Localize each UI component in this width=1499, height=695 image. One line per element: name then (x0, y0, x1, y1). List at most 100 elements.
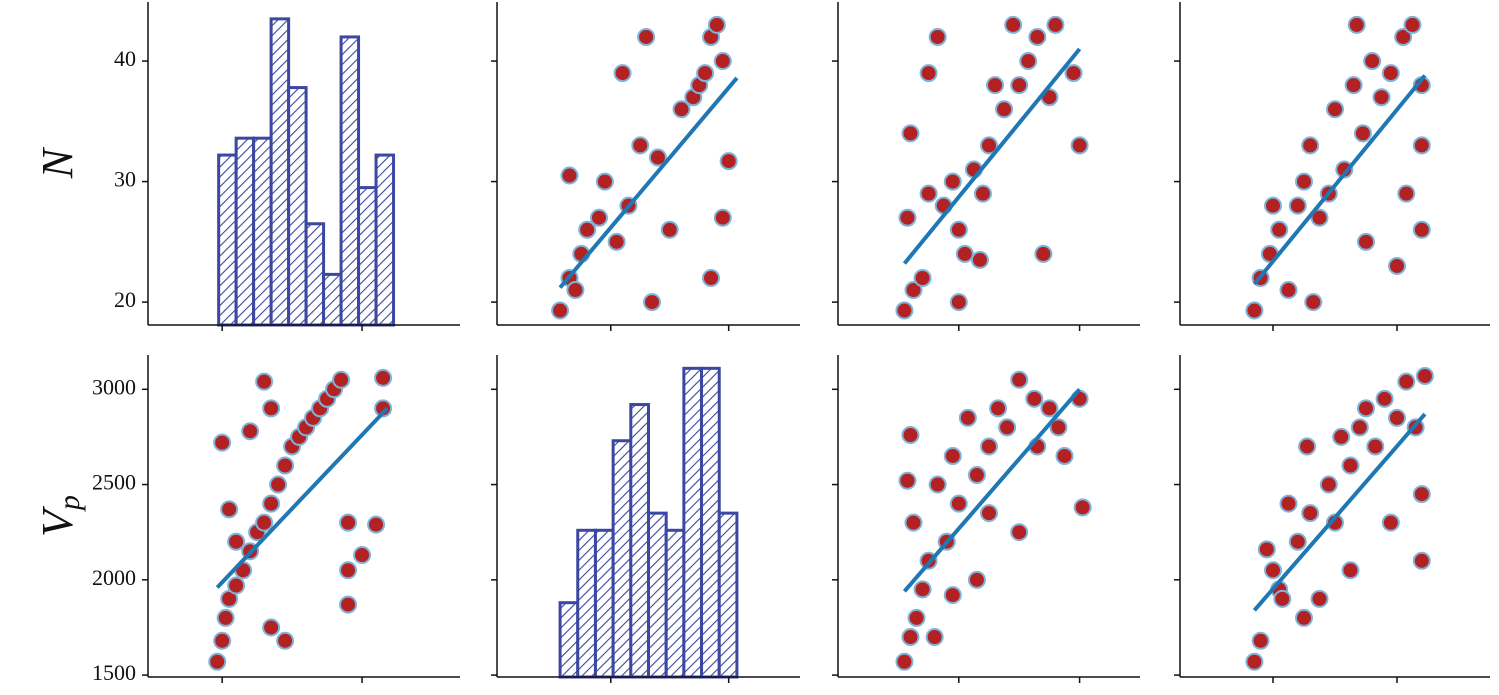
scatter-point (1397, 184, 1416, 203)
scatter-point (898, 208, 917, 227)
scatter-point (374, 368, 393, 387)
scatter-point (943, 172, 962, 191)
scatter-point (227, 576, 246, 595)
scatter-point (262, 399, 281, 418)
scatter-point (1412, 485, 1431, 504)
scatter-point (1332, 427, 1351, 446)
scatter-point (907, 608, 926, 627)
scatter-point (696, 64, 715, 83)
scatter-point (1295, 172, 1313, 191)
scatter-point (1363, 52, 1382, 71)
hist-bar (700, 366, 721, 679)
scatter-point (1301, 136, 1320, 155)
scatter-point (713, 52, 732, 71)
scatter-point (958, 408, 977, 427)
scatter-point (943, 446, 962, 465)
scatter-point (967, 466, 986, 485)
scatter-point (913, 580, 932, 599)
fit-line (1252, 412, 1427, 612)
hist-bar (647, 511, 668, 679)
hist-bar (682, 366, 704, 679)
scatter-point (1245, 301, 1264, 320)
scatter-point (995, 100, 1014, 119)
y-tick-label: 20 (114, 287, 136, 312)
scatter-point (216, 608, 235, 627)
scatter-point (1034, 244, 1053, 263)
scatter-point (1270, 220, 1289, 239)
scatter-point (1412, 220, 1431, 239)
panel (1174, 355, 1490, 683)
scatter-point (970, 250, 989, 269)
scatter-point (339, 513, 358, 532)
hist-bar (558, 601, 580, 679)
scatter-point (1257, 540, 1276, 559)
scatter-point (901, 124, 920, 143)
scatter-point (551, 301, 570, 320)
fit-line (1252, 74, 1427, 286)
scatter-point (262, 618, 281, 637)
scatter-point (1357, 399, 1375, 418)
scatter-point (578, 220, 597, 239)
scatter-point (213, 631, 232, 650)
fit-line (902, 47, 1082, 265)
scatter-point (1394, 27, 1413, 46)
scatter-point (1298, 437, 1317, 456)
scatter-point (262, 494, 281, 513)
hist-bar (593, 528, 615, 679)
scatter-point (1288, 532, 1307, 551)
hist-bar (629, 403, 651, 679)
y-label: N (33, 146, 82, 179)
scatter-point (901, 426, 920, 445)
scatter-point (1010, 523, 1029, 542)
scatter-point (1070, 136, 1089, 155)
scatter-point (967, 570, 986, 589)
scatter-point (1353, 124, 1372, 143)
scatter-point (1245, 652, 1264, 671)
scatter-point (1055, 446, 1074, 465)
scatter-point (332, 370, 351, 389)
scatter-point (943, 586, 962, 605)
scatter-point (1028, 27, 1047, 46)
scatter-point (631, 136, 650, 155)
y-tick-label: 30 (114, 167, 136, 192)
scatter-point (980, 437, 998, 456)
scatter-point (919, 184, 938, 203)
panel (1174, 2, 1490, 331)
hist-bar (357, 186, 378, 327)
scatter-point (701, 268, 720, 287)
scatter-point (276, 631, 295, 650)
scatter-point (220, 500, 239, 519)
scatter-point (913, 268, 932, 287)
scatter-point (1372, 88, 1391, 107)
scatter-point (1010, 370, 1029, 389)
scatter-point (374, 399, 393, 418)
scatter-point (1412, 136, 1431, 155)
scatter-point (1381, 64, 1400, 83)
hist-bar (322, 272, 343, 327)
scatter-point (1341, 456, 1360, 475)
scatter-point (919, 64, 938, 83)
scatter-point (672, 100, 691, 119)
hist-bar (252, 136, 273, 327)
scatter-point (1388, 408, 1406, 427)
scatter-point (1019, 52, 1038, 71)
scatter-point (949, 293, 968, 312)
scatter-point (980, 504, 998, 523)
scatter-point (589, 208, 608, 227)
scatter-point (339, 561, 358, 580)
scatter-point (255, 372, 274, 391)
y-label-main: V (33, 505, 82, 537)
hist-bar (234, 136, 256, 327)
y-label-subscript: p (53, 495, 86, 512)
scatter-point (1273, 589, 1292, 608)
scatter-point (928, 475, 947, 494)
scatter-point (648, 148, 667, 167)
scatter-point (1388, 256, 1406, 275)
scatter-point (1397, 372, 1416, 391)
scatter-point (1049, 418, 1068, 437)
hist-bar (339, 35, 361, 327)
hist-bar (304, 222, 326, 327)
scatter-point (660, 220, 679, 239)
